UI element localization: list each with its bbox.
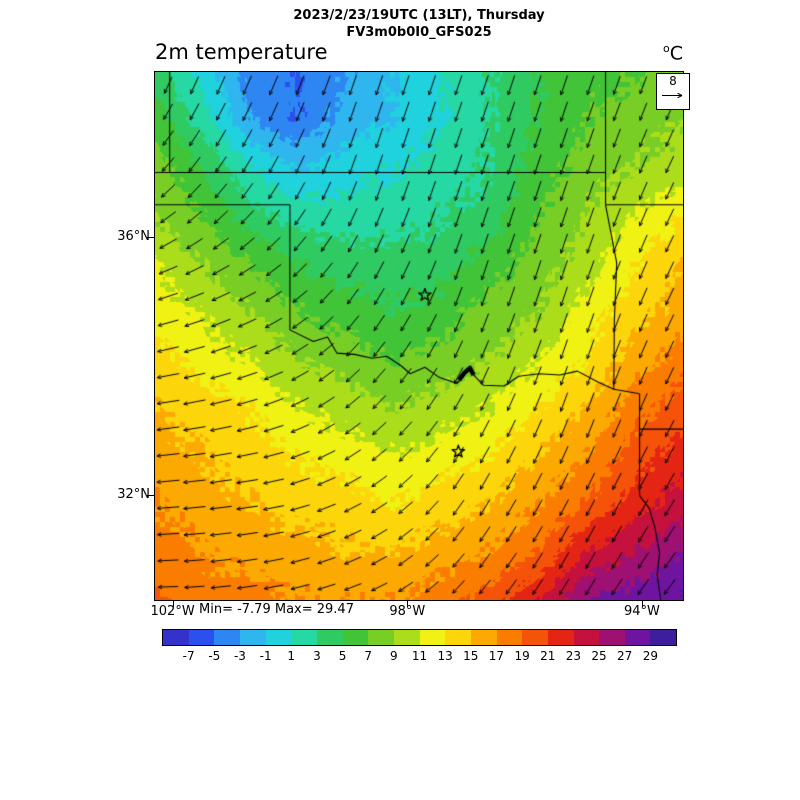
colorbar-segment	[316, 630, 343, 645]
colorbar-segment	[547, 630, 574, 645]
model-name-title: FV3m0b0I0_GFS025	[346, 25, 492, 40]
colorbar-tick-label: 23	[565, 649, 582, 663]
colorbar-tick-label: 27	[617, 649, 633, 663]
lon-axis-label: 94°W	[623, 604, 660, 619]
run-datetime-title: 2023/2/23/19UTC (13LT), Thursday	[293, 8, 545, 23]
lon-axis-label: 98°W	[389, 604, 426, 619]
colorbar-segment	[239, 630, 266, 645]
wind-reference-box: 8	[656, 73, 690, 110]
colorbar-tick-label: 9	[390, 649, 398, 663]
units-text: C	[669, 42, 683, 65]
lat-axis-tick	[147, 237, 154, 239]
lat-axis-tick	[147, 494, 154, 496]
lat-axis-label: 36°N	[117, 229, 150, 245]
colorbar-segment	[291, 630, 317, 645]
colorbar-tick-label: -5	[208, 649, 221, 663]
temperature-map-canvas	[155, 72, 683, 600]
colorbar-segment	[342, 630, 369, 645]
colorbar-tick-label: 11	[411, 649, 428, 663]
colorbar-tick-label: 19	[514, 649, 530, 663]
lat-axis-label: 32°N	[117, 486, 150, 502]
colorbar-segment	[419, 630, 446, 645]
colorbar-segment	[599, 630, 625, 645]
colorbar-tick-label: 5	[338, 649, 347, 663]
colorbar-segment	[368, 630, 394, 645]
degree-symbol: o	[662, 42, 670, 55]
lon-axis-tick	[641, 601, 643, 607]
colorbar-tick-label: 15	[463, 649, 479, 663]
map-frame	[154, 71, 684, 601]
colorbar-tick-label: 29	[642, 649, 658, 663]
colorbar-segment	[496, 630, 523, 645]
colorbar-segment	[522, 630, 548, 645]
colorbar-segment	[163, 630, 189, 645]
lon-axis-tick	[172, 601, 174, 607]
colorbar-tick-label: 17	[488, 649, 505, 663]
colorbar-segment	[214, 630, 240, 645]
colorbar-tick-label: 3	[313, 649, 321, 663]
colorbar-segment	[650, 630, 677, 645]
colorbar-tick-label: -7	[182, 649, 195, 663]
colorbar-tick-label: -3	[233, 649, 246, 663]
colorbar-tick-label: -1	[259, 649, 272, 663]
units-label: oC	[640, 42, 683, 64]
colorbar-segment	[265, 630, 292, 645]
colorbar-segment	[573, 630, 600, 645]
colorbar-tick-label: 13	[437, 649, 453, 663]
colorbar-tick-label: 21	[540, 649, 556, 663]
colorbar-segment	[393, 630, 420, 645]
colorbar-tick-label: 7	[364, 649, 373, 663]
colorbar	[162, 629, 677, 646]
wind-reference-value: 8	[669, 74, 677, 88]
min-max-readout: Min= -7.79 Max= 29.47	[199, 602, 354, 617]
colorbar-segment	[624, 630, 651, 645]
field-title: 2m temperature	[155, 40, 328, 64]
colorbar-labels: -7 -5 -3 -1 1 3 5 7 9 11 13 15 17 19 21 23 25 27 29	[0, 649, 800, 665]
lon-axis-label: 102°W	[150, 604, 195, 619]
wind-reference-arrow-icon	[662, 92, 683, 99]
colorbar-tick-label: 25	[591, 649, 607, 663]
colorbar-tick-label: 1	[287, 649, 296, 663]
lon-axis-tick	[407, 601, 409, 607]
colorbar-segment	[188, 630, 215, 645]
colorbar-segment	[470, 630, 497, 645]
colorbar-segment	[445, 630, 471, 645]
